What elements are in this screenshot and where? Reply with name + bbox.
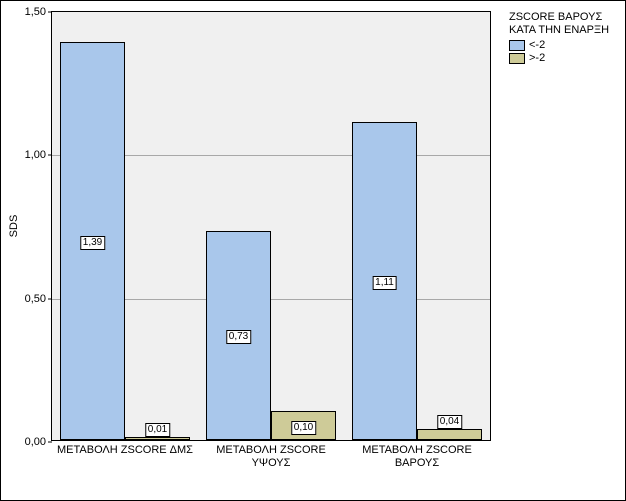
chart-container: SDS 0,00 0,50 1,00 1,50 1,39 0,01 ΜΕΤΑΒΟΛΗ ZSC… xyxy=(0,0,626,501)
y-tick-label: 0,00 xyxy=(25,436,46,448)
legend-title: ZSCORE ΒΑΡΟΥΣ ΚΑΤΑ ΤΗΝ ΕΝΑΡΞΗ xyxy=(509,11,609,37)
bar-value-label: 1,11 xyxy=(372,276,397,290)
bar-value-label: 0,73 xyxy=(226,330,251,344)
x-tick-label: ΜΕΤΑΒΟΛΗ ZSCORE ΔΜΣ xyxy=(57,444,193,457)
y-tick-mark xyxy=(48,155,52,156)
y-tick-label: 0,50 xyxy=(25,293,46,305)
y-tick-label: 1,00 xyxy=(25,149,46,161)
legend-title-line2: ΚΑΤΑ ΤΗΝ ΕΝΑΡΞΗ xyxy=(509,24,609,37)
legend-swatch xyxy=(509,53,525,64)
y-tick-label: 1,50 xyxy=(25,6,46,18)
y-axis-title: SDS xyxy=(8,215,20,238)
plot-area: 0,000,501,001,501,390,01ΜΕΤΑΒΟΛΗ ZSCORE … xyxy=(51,11,491,441)
legend-swatch xyxy=(509,40,525,51)
legend-title-line1: ZSCORE ΒΑΡΟΥΣ xyxy=(509,11,609,24)
bar xyxy=(125,437,190,440)
legend-item: >-2 xyxy=(509,52,609,64)
bar-value-label: 0,10 xyxy=(291,421,316,435)
x-tick-label: ΜΕΤΑΒΟΛΗ ZSCOREΥΨΟΥΣ xyxy=(216,444,326,470)
x-tick-label: ΜΕΤΑΒΟΛΗ ZSCOREΒΑΡΟΥΣ xyxy=(362,444,472,470)
legend: ZSCORE ΒΑΡΟΥΣ ΚΑΤΑ ΤΗΝ ΕΝΑΡΞΗ <-2>-2 xyxy=(509,11,609,64)
bar-value-label: 0,04 xyxy=(437,415,462,429)
y-tick-mark xyxy=(48,298,52,299)
legend-item: <-2 xyxy=(509,39,609,51)
bar-value-label: 0,01 xyxy=(145,423,170,437)
bar xyxy=(417,429,482,440)
bar-value-label: 1,39 xyxy=(80,236,105,250)
legend-label: >-2 xyxy=(529,52,545,64)
y-tick-mark xyxy=(48,12,52,13)
legend-label: <-2 xyxy=(529,39,545,51)
y-tick-mark xyxy=(48,442,52,443)
